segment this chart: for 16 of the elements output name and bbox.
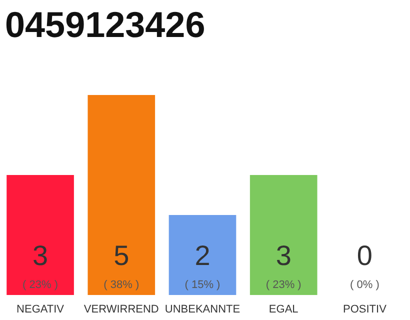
- annotation: ( 38% ): [104, 279, 140, 291]
- x-tick-label: NEGATIV: [16, 304, 65, 316]
- annotation: ( 15% ): [184, 279, 220, 291]
- x-tick-label: EGAL: [268, 304, 298, 316]
- x-tick-label: POSITIV: [343, 304, 388, 316]
- annotation: ( 23% ): [266, 279, 302, 291]
- data-label: 0: [356, 240, 373, 271]
- annotation: ( 0% ): [350, 279, 380, 291]
- data-label: 3: [32, 240, 48, 271]
- data-label: 3: [276, 240, 292, 271]
- x-tick-label: UNBEKANNTE: [164, 304, 240, 316]
- data-label: 5: [114, 240, 130, 271]
- annotation: ( 23% ): [22, 279, 58, 291]
- chart-title: 0459123426: [5, 4, 206, 45]
- data-label: 2: [194, 240, 210, 271]
- x-tick-label: VERWIRREND: [84, 304, 159, 316]
